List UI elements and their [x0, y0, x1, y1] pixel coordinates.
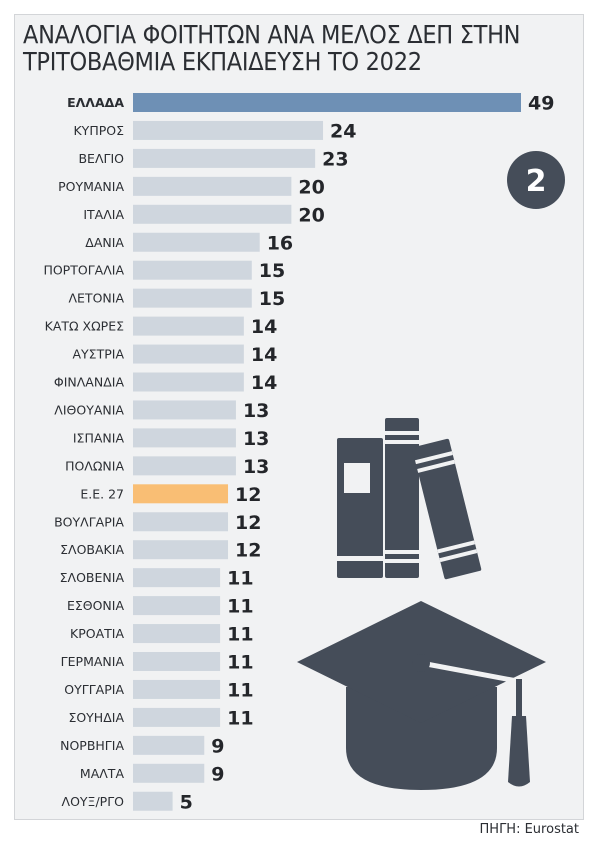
books-icon [337, 418, 482, 580]
bar-23 [133, 735, 205, 755]
value-label: 5 [180, 791, 193, 813]
bar-25 [133, 791, 173, 811]
value-label: 11 [227, 652, 253, 674]
bar-12 [133, 428, 236, 448]
value-label: 20 [298, 204, 324, 226]
source-note: ΠΗΓΗ: Eurostat [479, 822, 579, 837]
category-label: ΦΙΝΛΑΝΔΙΑ [54, 375, 125, 390]
bar-3 [133, 176, 292, 196]
bar-0 [133, 93, 521, 112]
value-label: 11 [227, 707, 253, 729]
bar-10 [133, 372, 244, 392]
category-label: ΛΕΤΟΝΙΑ [68, 291, 124, 306]
value-label: 12 [235, 512, 261, 534]
category-label: ΝΟΡΒΗΓΙΑ [60, 738, 124, 753]
graduation-cap-icon [297, 601, 546, 790]
category-label: ΙΤΑΛΙΑ [83, 207, 124, 222]
category-label: ΔΑΝΙΑ [85, 235, 124, 250]
category-label: ΣΟΥΗΔΙΑ [68, 710, 124, 725]
bar-7 [133, 288, 252, 308]
category-label: ΡΟΥΜΑΝΙΑ [58, 179, 124, 194]
chart-panel: ΑΝΑΛΟΓΙΑ ΦΟΙΤΗΤΩΝ ΑΝΑ ΜΕΛΟΣ ΔΕΠ ΣΤΗΝ ΤΡΙ… [14, 14, 584, 820]
bar-11 [133, 400, 236, 420]
value-label: 13 [243, 400, 269, 422]
value-label: 49 [528, 93, 554, 115]
category-label: ΣΛΟΒΑΚΙΑ [60, 542, 124, 557]
bar-22 [133, 707, 221, 727]
bar-5 [133, 232, 260, 252]
category-label: ΣΛΟΒΕΝΙΑ [60, 570, 125, 585]
chart-number-badge: 2 [507, 151, 565, 209]
value-label: 9 [211, 735, 224, 757]
category-label: ΟΥΓΓΑΡΙΑ [64, 682, 124, 697]
category-label: ΕΣΘΟΝΙΑ [67, 598, 125, 613]
category-label: ΚΑΤΩ ΧΩΡΕΣ [45, 319, 124, 334]
category-label: ΚΡΟΑΤΙΑ [70, 626, 124, 641]
badge-number: 2 [526, 164, 547, 199]
bar-9 [133, 344, 244, 364]
category-label: Ε.Ε. 27 [80, 486, 124, 501]
bar-1 [133, 120, 324, 140]
bar-17 [133, 568, 221, 588]
value-label: 15 [259, 260, 285, 282]
value-label: 11 [227, 624, 253, 646]
category-label: ΒΟΥΛΓΑΡΙΑ [54, 514, 124, 529]
value-label: 12 [235, 484, 261, 506]
value-label: 9 [211, 763, 224, 785]
bar-4 [133, 204, 292, 224]
category-label: ΛΙΘΟΥΑΝΙΑ [54, 402, 124, 417]
bar-15 [133, 512, 229, 532]
bar-14 [133, 484, 229, 504]
bar-21 [133, 679, 221, 699]
category-label: ΛΟΥΞ/ΡΓΟ [62, 794, 125, 809]
value-label: 12 [235, 540, 261, 562]
value-label: 15 [259, 288, 285, 310]
value-label: 14 [251, 316, 277, 338]
bar-24 [133, 763, 205, 783]
bar-2 [133, 148, 316, 168]
chart-title: ΑΝΑΛΟΓΙΑ ΦΟΙΤΗΤΩΝ ΑΝΑ ΜΕΛΟΣ ΔΕΠ ΣΤΗΝ ΤΡΙ… [23, 20, 521, 76]
category-label: ΑΥΣΤΡΙΑ [73, 347, 125, 362]
value-label: 14 [251, 344, 277, 366]
value-label: 11 [227, 568, 253, 590]
category-label: ΒΕΛΓΙΟ [78, 151, 124, 166]
bar-19 [133, 624, 221, 644]
bar-18 [133, 596, 221, 616]
bar-6 [133, 260, 252, 280]
value-label: 13 [243, 456, 269, 478]
value-label: 24 [330, 120, 356, 142]
bar-8 [133, 316, 244, 336]
bar-20 [133, 652, 221, 671]
value-label: 14 [251, 372, 277, 394]
category-label: ΙΣΠΑΝΙΑ [73, 430, 125, 445]
value-label: 11 [227, 596, 253, 618]
bar-13 [133, 456, 236, 476]
bar-16 [133, 540, 229, 560]
value-label: 13 [243, 428, 269, 450]
category-label: ΠΟΡΤΟΓΑΛΙΑ [43, 263, 124, 278]
value-label: 23 [322, 148, 348, 170]
value-label: 16 [267, 232, 293, 254]
category-label: ΕΛΛΑΔΑ [67, 95, 124, 110]
category-label: ΜΑΛΤΑ [80, 766, 125, 781]
value-label: 20 [298, 176, 324, 198]
category-label: ΚΥΠΡΟΣ [73, 123, 124, 138]
value-label: 11 [227, 679, 253, 701]
category-label: ΓΕΡΜΑΝΙΑ [61, 654, 125, 669]
category-label: ΠΟΛΩΝΙΑ [65, 458, 124, 473]
